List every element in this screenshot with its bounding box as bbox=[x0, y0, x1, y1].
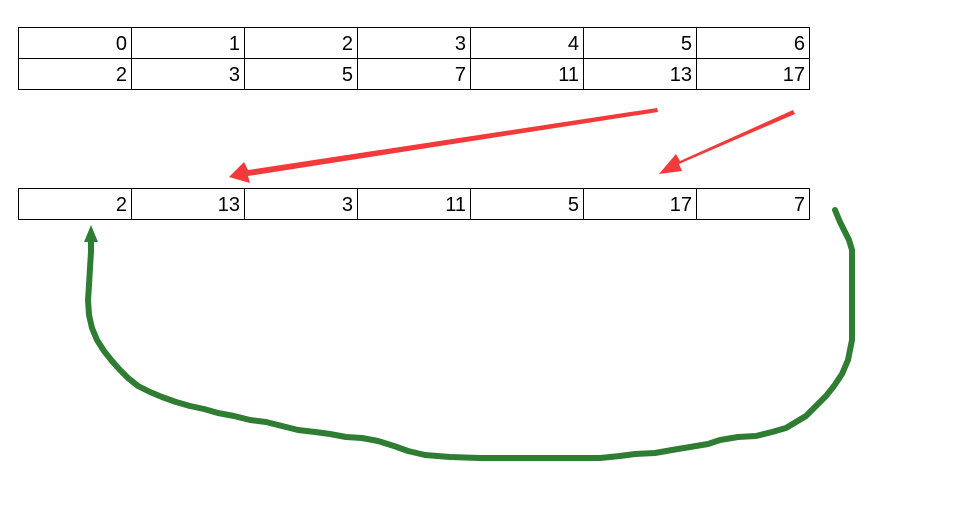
prime-row: 2 3 5 7 11 13 17 bbox=[18, 58, 810, 90]
table-cell: 2 bbox=[244, 27, 358, 59]
table-cell: 11 bbox=[357, 188, 471, 220]
index-prime-table: 0 1 2 3 4 5 6 2 3 5 7 11 13 17 bbox=[18, 27, 810, 90]
table-cell: 7 bbox=[357, 58, 471, 90]
table-cell: 3 bbox=[244, 188, 358, 220]
table-cell: 3 bbox=[131, 58, 245, 90]
green-arrow-head bbox=[84, 225, 98, 242]
table-cell: 1 bbox=[131, 27, 245, 59]
table-cell: 5 bbox=[583, 27, 697, 59]
table-cell: 7 bbox=[696, 188, 810, 220]
table-cell: 13 bbox=[131, 188, 245, 220]
table-cell: 2 bbox=[18, 188, 132, 220]
table-cell: 5 bbox=[244, 58, 358, 90]
rearranged-row: 2 13 3 11 5 17 7 bbox=[18, 188, 810, 220]
green-loop-arrow bbox=[85, 207, 855, 461]
red-arrow-long bbox=[229, 108, 658, 183]
rearranged-table: 2 13 3 11 5 17 7 bbox=[18, 188, 810, 220]
table-cell: 2 bbox=[18, 58, 132, 90]
table-cell: 3 bbox=[357, 27, 471, 59]
table-cell: 17 bbox=[583, 188, 697, 220]
table-cell: 13 bbox=[583, 58, 697, 90]
table-cell: 0 bbox=[18, 27, 132, 59]
index-row: 0 1 2 3 4 5 6 bbox=[18, 27, 810, 59]
table-cell: 11 bbox=[470, 58, 584, 90]
table-cell: 5 bbox=[470, 188, 584, 220]
red-arrow-short bbox=[659, 110, 795, 174]
table-cell: 6 bbox=[696, 27, 810, 59]
table-cell: 4 bbox=[470, 27, 584, 59]
table-cell: 17 bbox=[696, 58, 810, 90]
